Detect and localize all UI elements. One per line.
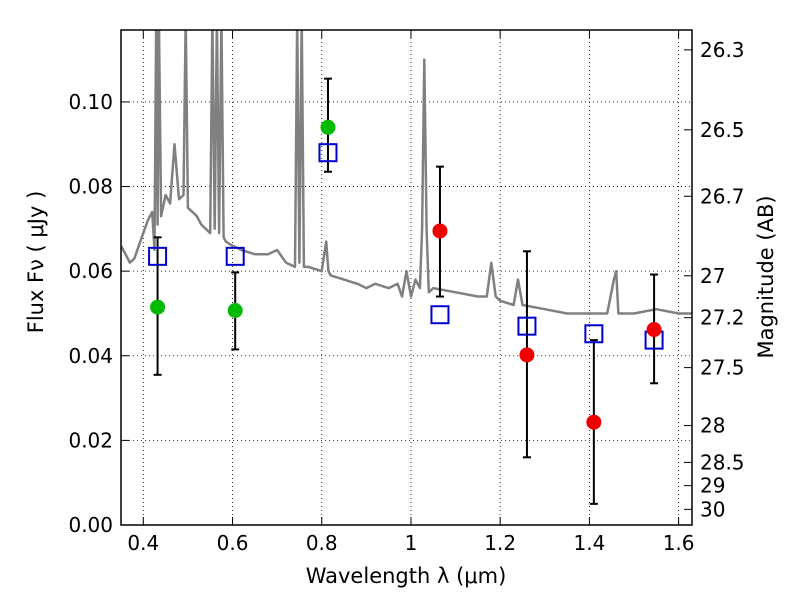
model-spectrum-line xyxy=(121,30,692,315)
y-tick-label: 0.08 xyxy=(68,175,113,199)
detection-point xyxy=(432,223,448,239)
mag-tick-label: 27 xyxy=(700,264,725,288)
mag-tick-label: 29 xyxy=(700,474,725,498)
y2-axis-label: Magnitude (AB) xyxy=(754,195,778,358)
mag-tick-label: 28 xyxy=(700,414,725,438)
x-tick-label: 1.4 xyxy=(573,531,605,555)
model-square-point xyxy=(517,316,537,336)
y-tick-label: 0.10 xyxy=(68,90,113,114)
grid xyxy=(121,30,692,526)
x-tick-label: 0.4 xyxy=(127,531,159,555)
markers-layer xyxy=(148,119,664,430)
detection-point xyxy=(320,119,336,135)
mag-tick-label: 26.3 xyxy=(700,38,745,62)
mag-tick-label: 26.5 xyxy=(700,118,745,142)
x-tick-label: 1.2 xyxy=(484,531,516,555)
detection-point xyxy=(227,303,243,318)
model-square-point xyxy=(225,246,245,266)
mag-tick-label: 26.7 xyxy=(700,184,745,208)
detection-point xyxy=(519,347,535,363)
x-tick-label: 1 xyxy=(405,531,418,555)
y-tick-label: 0.04 xyxy=(68,344,113,368)
model-spectrum-layer xyxy=(121,30,692,315)
x-tick-label: 0.6 xyxy=(217,531,249,555)
model-square-point xyxy=(318,143,338,163)
detection-point xyxy=(586,414,602,430)
x-tick-label: 0.8 xyxy=(306,531,338,555)
model-square-point xyxy=(584,324,604,344)
mag-tick-label: 27.5 xyxy=(700,356,745,380)
mag-tick-label: 27.2 xyxy=(700,306,745,330)
ticks: 0.4 0.6 0.8 1 1.2 1.4 1.6 0.00 0.02 0.04 0.06 0.08 0… xyxy=(68,30,745,555)
plot-frame xyxy=(120,29,693,526)
model-square-point xyxy=(430,305,450,325)
y-tick-label: 0.02 xyxy=(68,428,113,452)
mag-tick-label: 30 xyxy=(700,497,725,521)
y-tick-label: 0.00 xyxy=(68,513,113,537)
x-tick-label: 1.6 xyxy=(663,531,695,555)
x-axis-label: Wavelength λ (μm) xyxy=(306,564,507,588)
y-axis-label: Flux Fν ( μJy ) xyxy=(24,191,48,334)
mag-tick-label: 28.5 xyxy=(700,450,745,474)
y-tick-label: 0.06 xyxy=(68,259,113,283)
detection-point xyxy=(150,299,166,315)
model-square-point xyxy=(148,246,168,266)
detection-point xyxy=(646,322,662,338)
